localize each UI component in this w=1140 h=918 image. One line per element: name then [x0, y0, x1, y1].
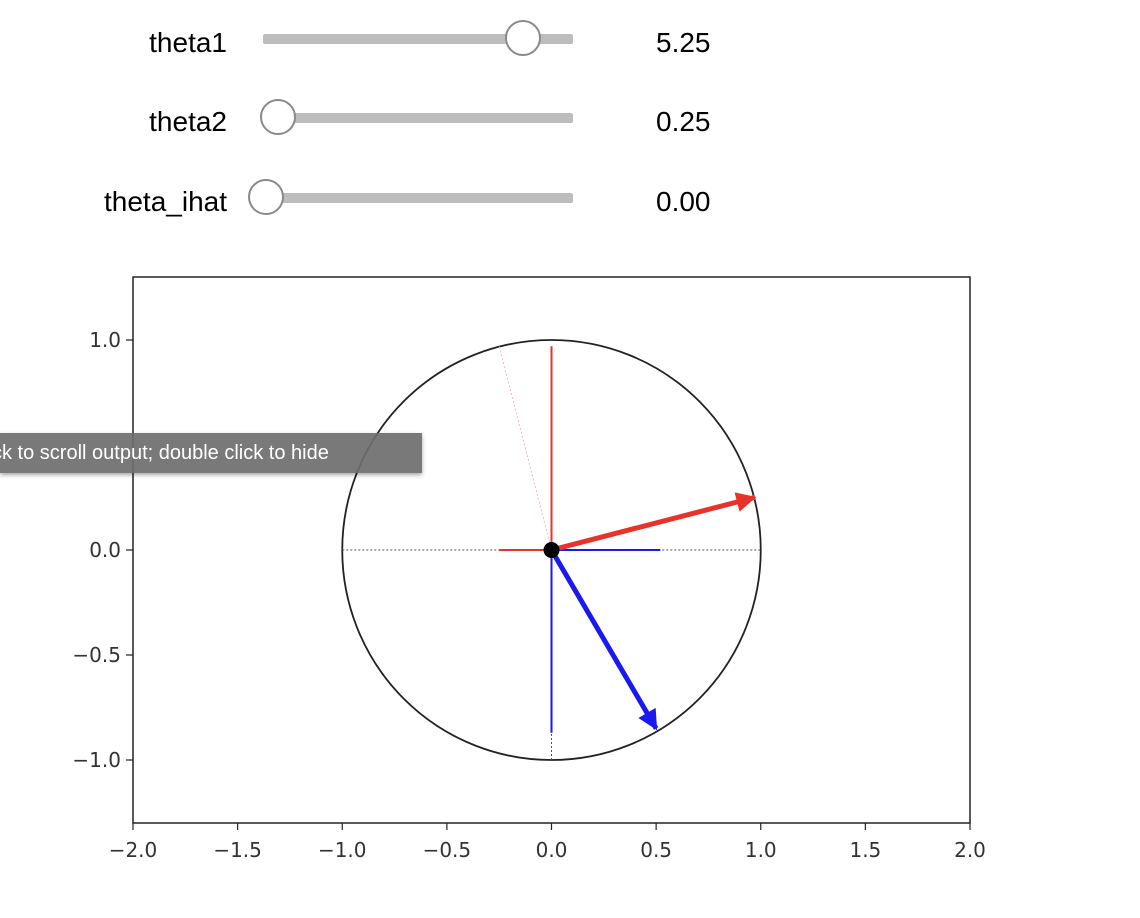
faint-reference-line	[498, 346, 552, 551]
slider-track-theta2[interactable]	[263, 113, 573, 123]
slider-row-theta2: theta2 0.25	[0, 98, 760, 138]
x-tick-label: 2.0	[954, 838, 986, 862]
y-tick-label: 1.0	[89, 328, 121, 352]
x-tick-label: −1.0	[318, 838, 367, 862]
x-tick-label: 1.5	[849, 838, 881, 862]
slider-label-theta1: theta1	[149, 27, 227, 58]
x-tick-label: −0.5	[423, 838, 472, 862]
x-tick-label: −2.0	[109, 838, 158, 862]
slider-thumb-theta2[interactable]	[260, 99, 296, 135]
slider-value-theta-ihat: 0.00	[656, 186, 711, 217]
origin-point	[543, 542, 560, 558]
x-tick-label: 0.0	[536, 838, 568, 862]
slider-value-theta2: 0.25	[656, 106, 711, 137]
y-tick-label: 0.0	[89, 538, 121, 562]
blue-vector	[549, 548, 659, 731]
slider-row-theta-ihat: theta_ihat 0.00	[0, 178, 760, 218]
x-tick-label: 0.5	[640, 838, 672, 862]
slider-label-theta-ihat: theta_ihat	[104, 186, 227, 217]
slider-thumb-theta-ihat[interactable]	[248, 179, 284, 215]
slider-track-theta1[interactable]	[263, 34, 573, 44]
x-tick-label: −1.5	[213, 838, 262, 862]
slider-row-theta1: theta1 5.25	[0, 19, 760, 59]
red-vector	[550, 492, 757, 553]
y-tick-label: −1.0	[72, 748, 121, 772]
slider-track-theta-ihat[interactable]	[263, 193, 573, 203]
y-tick-label: −0.5	[72, 643, 121, 667]
x-tick-label: 1.0	[745, 838, 777, 862]
output-scroll-tooltip[interactable]: ck to scroll output; double click to hid…	[0, 433, 422, 473]
tooltip-text: ck to scroll output; double click to hid…	[0, 442, 329, 464]
slider-value-theta1: 5.25	[656, 27, 711, 58]
slider-label-theta2: theta2	[149, 106, 227, 137]
slider-thumb-theta1[interactable]	[505, 20, 541, 56]
